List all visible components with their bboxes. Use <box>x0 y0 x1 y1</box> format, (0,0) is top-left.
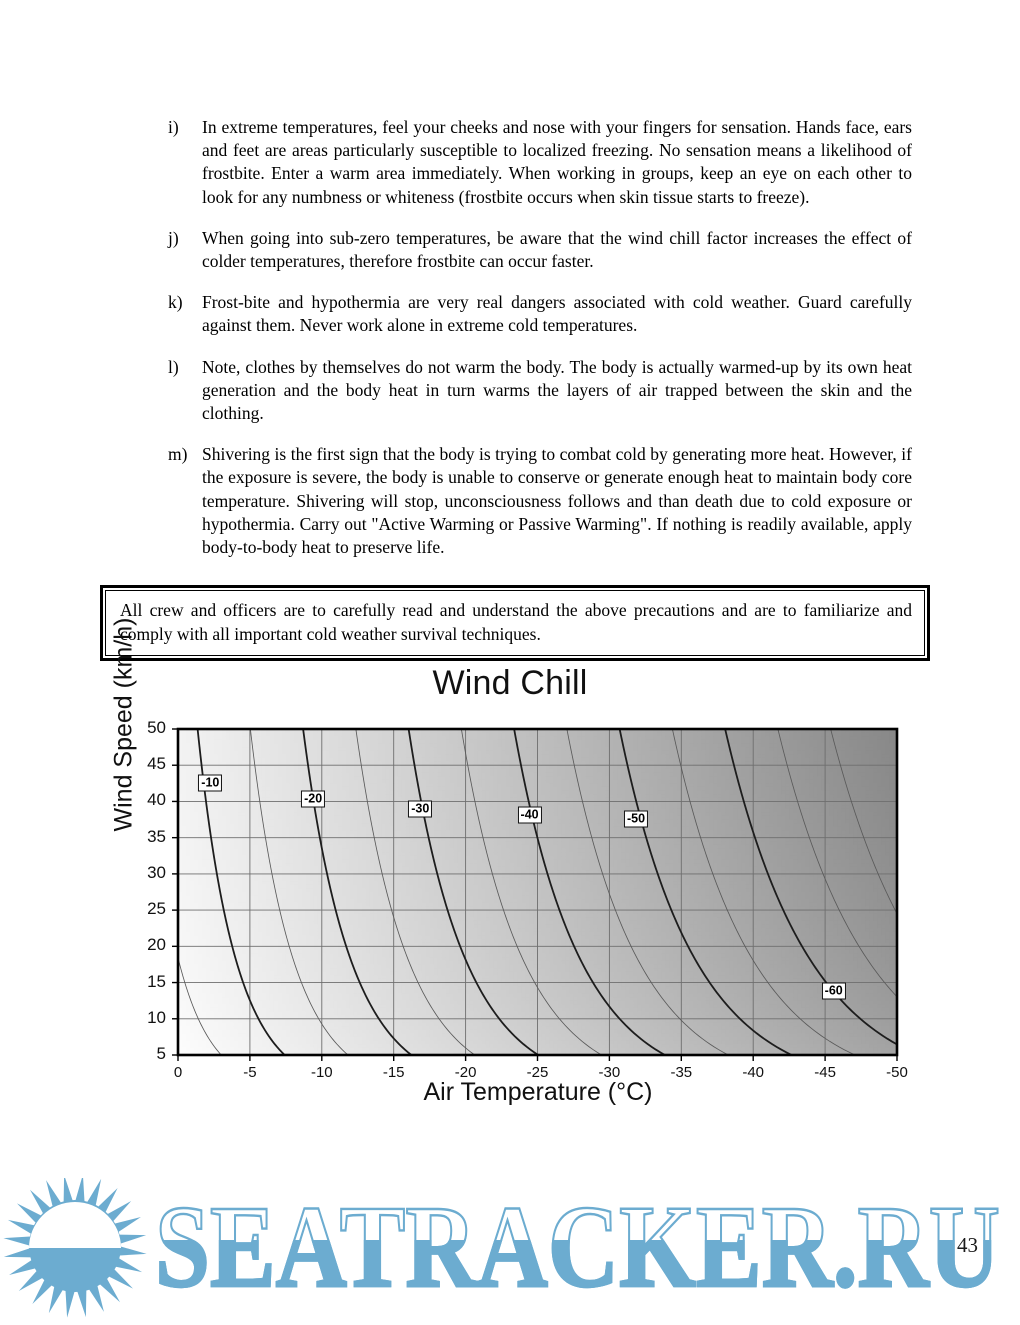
y-axis-tick-label: 45 <box>120 754 166 774</box>
x-axis-tick-label: -45 <box>805 1064 845 1081</box>
sun-starburst-icon <box>3 1178 146 1318</box>
contour-label: -40 <box>518 807 542 824</box>
x-axis-tick-label: -15 <box>374 1064 414 1081</box>
x-axis-tick-label: -10 <box>302 1064 342 1081</box>
y-axis-tick-label: 20 <box>120 935 166 955</box>
contour-label: -50 <box>624 811 648 828</box>
contour-label: -60 <box>822 983 846 1000</box>
contour-label: -10 <box>198 774 222 791</box>
y-axis-tick-label: 35 <box>120 827 166 847</box>
y-axis-tick-label: 50 <box>120 718 166 738</box>
y-axis-tick-label: 40 <box>120 790 166 810</box>
contour-label: -20 <box>301 791 325 808</box>
x-axis-tick-label: 0 <box>158 1064 198 1081</box>
x-axis-tick-label: -35 <box>661 1064 701 1081</box>
x-axis-tick-label: -25 <box>518 1064 558 1081</box>
x-axis-tick-label: -40 <box>733 1064 773 1081</box>
x-axis-tick-label: -30 <box>589 1064 629 1081</box>
y-axis-tick-label: 25 <box>120 899 166 919</box>
contour-label: -30 <box>408 800 432 817</box>
y-axis-tick-label: 15 <box>120 972 166 992</box>
y-axis-tick-label: 10 <box>120 1008 166 1028</box>
x-axis-tick-label: -5 <box>230 1064 270 1081</box>
x-axis-tick-label: -20 <box>446 1064 486 1081</box>
y-axis-tick-label: 5 <box>120 1044 166 1064</box>
x-axis-tick-label: -50 <box>877 1064 917 1081</box>
y-axis-tick-label: 30 <box>120 863 166 883</box>
page-number: 43 <box>957 1233 978 1258</box>
